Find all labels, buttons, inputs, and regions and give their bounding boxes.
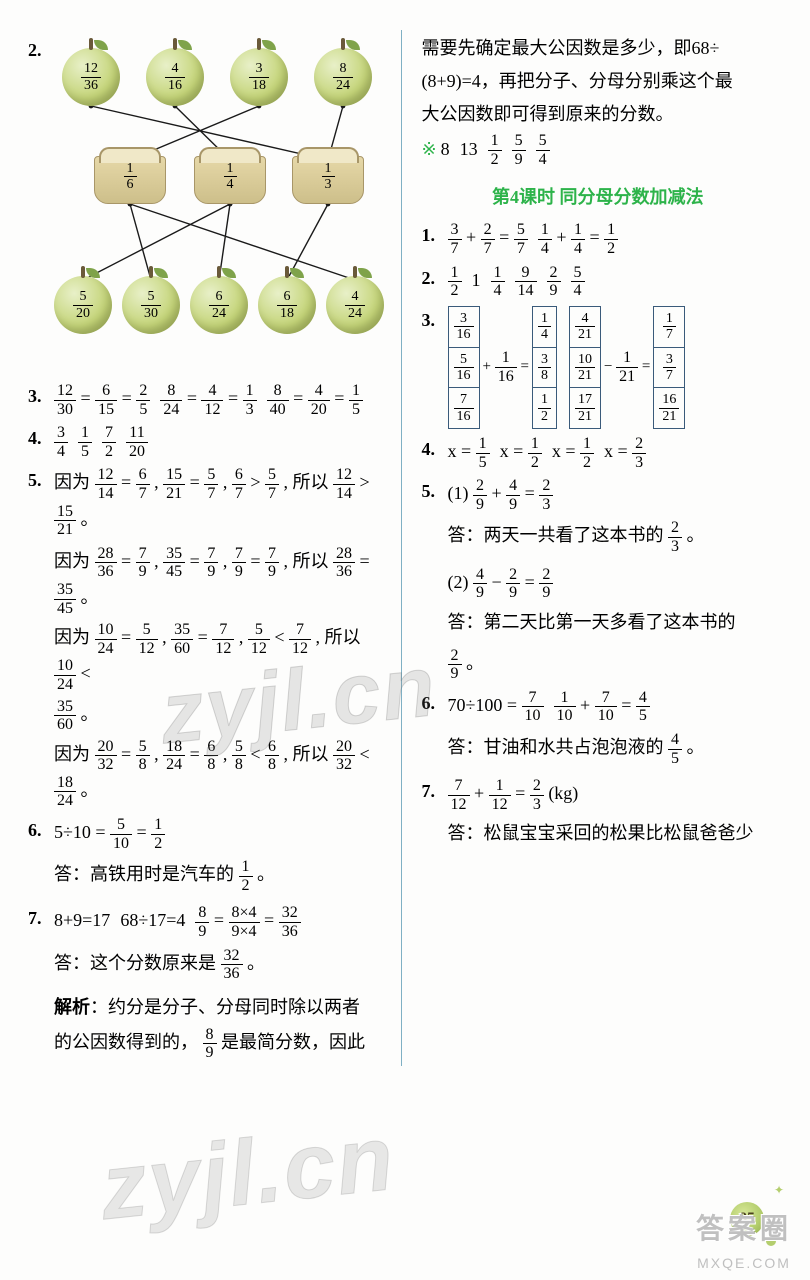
q6-answer: 答：高铁用时是汽车的 12 。 bbox=[28, 858, 381, 894]
q4-left: 4. 3415721120 bbox=[28, 424, 381, 460]
q1-content: 37 + 27 = 5714 + 14 = 12 bbox=[448, 221, 775, 257]
q5-p2: (2) 49 − 29 = 29 bbox=[422, 566, 775, 602]
q7-line4: 的公因数得到的， 89 是最简分数，因此 bbox=[28, 1026, 381, 1062]
q4-right: 4. x = 15x = 12x = 12x = 23 bbox=[422, 435, 775, 471]
apple: 520 bbox=[54, 276, 112, 334]
q6-left: 6. 5÷10 = 510 = 12 bbox=[28, 816, 381, 852]
page: 2. 1236 416 318 824 16 14 13 520530624618424 3.… bbox=[0, 0, 810, 1126]
apples-diagram: 1236 416 318 824 16 14 13 520530624618424 bbox=[54, 36, 381, 376]
q7-line1: 8+9=1768÷17=489 = 8×49×4 = 3236 bbox=[54, 904, 381, 940]
apple: 624 bbox=[190, 276, 248, 334]
q3-right: 3. 316516716+ 116 =14381242110211721− 12… bbox=[422, 306, 775, 429]
q4-content: 3415721120 bbox=[54, 424, 381, 460]
brand-bottom: MXQE.COM bbox=[696, 1252, 792, 1274]
q2: 2. 1236 416 318 824 16 14 13 520530624618424 bbox=[28, 36, 381, 376]
q-number: 2. bbox=[28, 36, 54, 65]
q5-line1: 因为 1214 = 67 , 1521 = 57 , 67 > 57 , 所以 … bbox=[54, 466, 381, 538]
apple: 1236 bbox=[62, 48, 120, 106]
apple: 424 bbox=[326, 276, 384, 334]
q6-answer: 答：甘油和水共占泡泡液的 45 。 bbox=[422, 731, 775, 767]
basket: 16 bbox=[94, 156, 166, 204]
q7-left: 7. 8+9=1768÷17=489 = 8×49×4 = 3236 bbox=[28, 904, 381, 940]
q1-right: 1. 37 + 27 = 5714 + 14 = 12 bbox=[422, 221, 775, 257]
apple: 824 bbox=[314, 48, 372, 106]
brand-watermark: 答案圈 MXQE.COM bbox=[696, 1207, 792, 1274]
star-values: 813125954 bbox=[441, 139, 550, 159]
q3-boxes: 316516716+ 116 =14381242110211721− 121 =… bbox=[448, 306, 775, 429]
apple: 530 bbox=[122, 276, 180, 334]
q5-p1: (1) 29 + 49 = 23 bbox=[448, 477, 775, 513]
q5-right: 5. (1) 29 + 49 = 23 bbox=[422, 477, 775, 513]
q6-eq: 70÷100 = 710110 + 710 = 45 bbox=[448, 689, 775, 725]
q6-right: 6. 70÷100 = 710110 + 710 = 45 bbox=[422, 689, 775, 725]
watermark-1: zyjl.cn bbox=[154, 618, 444, 784]
q6-eq: 5÷10 = 510 = 12 bbox=[54, 816, 381, 852]
q7-answer: 答：松鼠宝宝采回的松果比松鼠爸爸少 bbox=[422, 819, 775, 848]
q5-left: 5. 因为 1214 = 67 , 1521 = 57 , 67 > 57 , … bbox=[28, 466, 381, 538]
star-icon: ※ bbox=[422, 139, 437, 159]
watermark-2: zyjl.cn bbox=[93, 1085, 402, 1262]
q7-eq: 712 + 112 = 23 (kg) bbox=[448, 777, 775, 813]
right-column: 需要先确定最大公因数是多少，即68÷ (8+9)=4，再把分子、分母分别乘这个最… bbox=[422, 30, 775, 1066]
intro-2: (8+9)=4，再把分子、分母分别乘这个最 bbox=[422, 67, 775, 96]
q2-right: 2. 121149142954 bbox=[422, 264, 775, 300]
q4-content: x = 15x = 12x = 12x = 23 bbox=[448, 435, 775, 471]
q3-content: 1230 = 615 = 25824 = 412 = 13840 = 420 =… bbox=[54, 382, 381, 418]
q5-a1: 答：两天一共看了这本书的 23 。 bbox=[422, 519, 775, 555]
intro-3: 大公因数即可得到原来的分数。 bbox=[422, 100, 775, 129]
lesson-heading: 第4课时 同分母分数加减法 bbox=[422, 183, 775, 212]
star-line: ※813125954 bbox=[422, 132, 775, 168]
q7-line2: 答：这个分数原来是 3236 。 bbox=[28, 947, 381, 983]
brand-top: 答案圈 bbox=[696, 1207, 792, 1252]
left-column: 2. 1236 416 318 824 16 14 13 520530624618424 3.… bbox=[28, 30, 381, 1066]
decor-star: ✦ bbox=[774, 1181, 784, 1200]
intro-1: 需要先确定最大公因数是多少，即68÷ bbox=[422, 34, 775, 63]
column-divider bbox=[401, 30, 402, 1066]
apple: 416 bbox=[146, 48, 204, 106]
q3-left: 3. 1230 = 615 = 25824 = 412 = 13840 = 42… bbox=[28, 382, 381, 418]
q7-line3: 解析：约分是分子、分母同时除以两者 bbox=[28, 993, 381, 1022]
basket: 13 bbox=[292, 156, 364, 204]
q2-content: 121149142954 bbox=[448, 264, 775, 300]
apple: 618 bbox=[258, 276, 316, 334]
q5-a2b: 29 。 bbox=[422, 647, 775, 683]
basket: 14 bbox=[194, 156, 266, 204]
q5-a2a: 答：第二天比第一天多看了这本书的 bbox=[422, 608, 775, 637]
apple: 318 bbox=[230, 48, 288, 106]
q5-line2: 因为 2836 = 79 , 3545 = 79 , 79 = 79 , 所以 … bbox=[28, 545, 381, 617]
q7-right: 7. 712 + 112 = 23 (kg) bbox=[422, 777, 775, 813]
